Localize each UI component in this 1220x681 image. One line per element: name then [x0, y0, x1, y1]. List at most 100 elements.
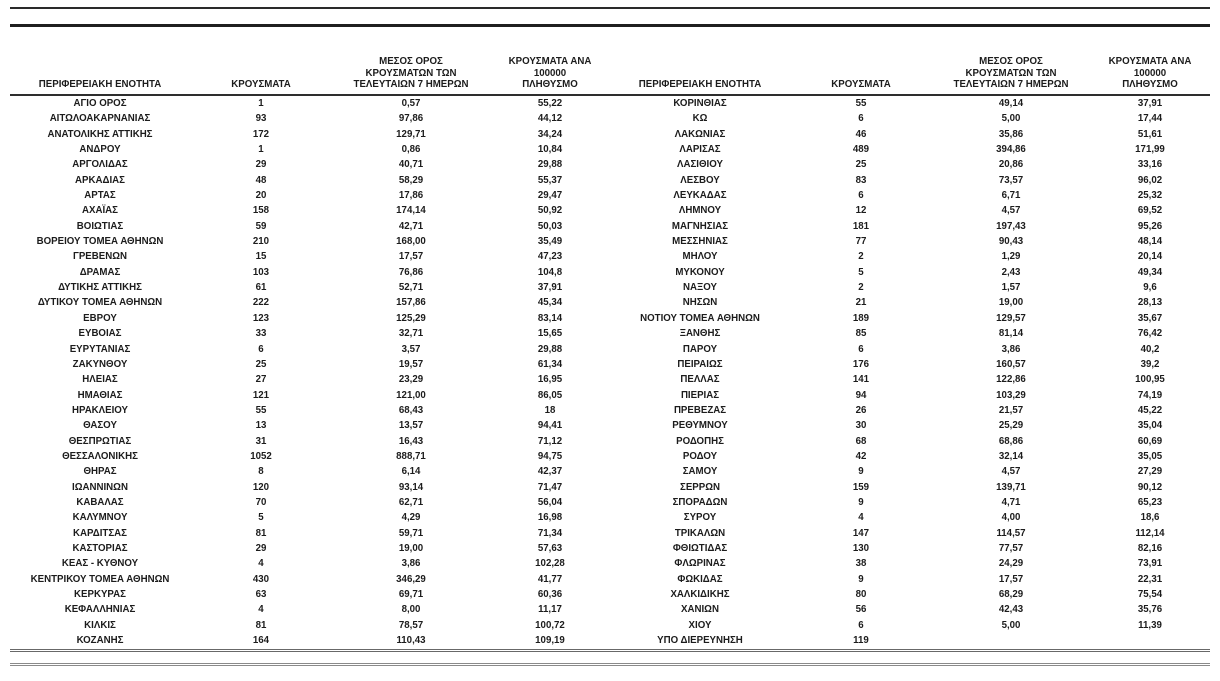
avg7-value: 32,71	[398, 328, 424, 340]
per100k-value: 56,04	[537, 496, 563, 508]
avg7-value: 6,14	[401, 466, 421, 478]
avg7-value: 20,86	[998, 159, 1024, 171]
region-cell: ΘΑΣΟΥ	[83, 420, 117, 432]
region-cell: ΧΑΝΙΩΝ	[681, 604, 719, 616]
avg7-value: 59,71	[398, 527, 424, 539]
region-cell: ΡΟΔΟΥ	[682, 450, 718, 462]
region-cell: ΑΡΚΑΔΙΑΣ	[75, 174, 125, 186]
top-divider-thick	[10, 24, 1210, 27]
column-header-avg7-right: ΜΕΣΟΣ ΟΡΟΣ ΚΡΟΥΣΜΑΤΩΝ ΤΩΝ ΤΕΛΕΥΤΑΙΩΝ 7 Η…	[932, 27, 1090, 96]
cases-value: 6	[858, 619, 864, 631]
table-row: ΕΒΡΟΥ 123 125,29 83,14 ΝΟΤΙΟΥ ΤΟΜΕΑ ΑΘΗΝΩΝ 18…	[10, 311, 1210, 326]
avg7-value: 25,29	[998, 420, 1024, 432]
cases-value: 2	[858, 282, 864, 294]
per100k-value: 35,49	[537, 236, 563, 248]
avg7-value: 129,57	[996, 312, 1026, 324]
cases-value: 120	[252, 481, 270, 493]
cases-value: 61	[255, 282, 267, 294]
per100k-value: 57,63	[537, 542, 563, 554]
cases-value: 81	[255, 619, 267, 631]
region-cell: ΡΕΘΥΜΝΟΥ	[672, 420, 728, 432]
table-row: ΘΕΣΣΑΛΟΝΙΚΗΣ 1052 888,71 94,75 ΡΟΔΟΥ 42 32,14 3…	[10, 449, 1210, 464]
per100k-value: 76,42	[1137, 328, 1163, 340]
cases-value: 222	[252, 297, 270, 309]
per100k-value: 60,36	[537, 589, 563, 600]
per100k-value: 71,12	[537, 435, 563, 447]
per100k-value: 55,37	[537, 174, 563, 186]
table-row: ΑΝΑΤΟΛΙΚΗΣ ΑΤΤΙΚΗΣ 172 129,71 34,24 ΛΑΚΩΝΙΑΣ…	[10, 127, 1210, 142]
region-cell: ΚΟΖΑΝΗΣ	[76, 635, 124, 647]
per100k-value: 44,12	[537, 113, 563, 125]
cases-value: 15	[255, 251, 267, 263]
column-header-avg7-left: ΜΕΣΟΣ ΟΡΟΣ ΚΡΟΥΣΜΑΤΩΝ ΤΩΝ ΤΕΛΕΥΤΑΙΩΝ 7 Η…	[332, 27, 490, 96]
avg7-value: 78,57	[398, 619, 424, 631]
region-cell: ΣΠΟΡΑΔΩΝ	[672, 496, 728, 508]
per100k-value: 73,91	[1137, 558, 1163, 570]
region-cell: ΘΗΡΑΣ	[83, 466, 117, 478]
table-row: ΚΟΖΑΝΗΣ 164 110,43 109,19 ΥΠΟ ΔΙΕΡΕΥΝΗΣΗ 119	[10, 633, 1210, 648]
per100k-value: 100,72	[535, 619, 565, 631]
table-row: ΚΕΡΚΥΡΑΣ 63 69,71 60,36 ΧΑΛΚΙΔΙΚΗΣ 80 68,29 75,…	[10, 587, 1210, 602]
avg7-value: 0,57	[401, 98, 421, 109]
avg7-value: 4,71	[1001, 496, 1021, 508]
per100k-value: 20,14	[1137, 251, 1163, 263]
avg7-value: 2,43	[1001, 266, 1021, 278]
per100k-value: 102,28	[535, 558, 565, 570]
cases-value: 176	[852, 358, 870, 370]
avg7-value: 16,43	[398, 435, 424, 447]
cases-value: 59	[255, 220, 267, 232]
region-cell: ΚΑΛΥΜΝΟΥ	[72, 512, 128, 524]
cases-value: 1	[258, 98, 264, 109]
table-row: ΑΙΤΩΛΟΑΚΑΡΝΑΝΙΑΣ 93 97,86 44,12 ΚΩ 6 5,00 17,44	[10, 111, 1210, 126]
cases-value: 68	[855, 435, 867, 447]
region-cell: ΦΛΩΡΙΝΑΣ	[674, 558, 726, 570]
cases-value: 9	[858, 466, 864, 478]
report-page: ΠΕΡΙΦΕΡΕΙΑΚΗ ΕΝΟΤΗΤΑ ΚΡΟΥΣΜΑΤΑ ΜΕΣΟΣ ΟΡΟ…	[10, 7, 1210, 667]
avg7-value: 42,43	[998, 604, 1024, 616]
per100k-value: 86,05	[537, 389, 563, 401]
table-row: ΔΡΑΜΑΣ 103 76,86 104,8 ΜΥΚΟΝΟΥ 5 2,43 49,34	[10, 265, 1210, 280]
per100k-value: 16,98	[537, 512, 563, 524]
table-row: ΙΩΑΝΝΙΝΩΝ 120 93,14 71,47 ΣΕΡΡΩΝ 159 139,71 90,…	[10, 480, 1210, 495]
table-row: ΒΟΙΩΤΙΑΣ 59 42,71 50,03 ΜΑΓΝΗΣΙΑΣ 181 197,43 95…	[10, 219, 1210, 234]
cases-value: 42	[855, 450, 867, 462]
per100k-value: 34,24	[537, 128, 563, 140]
cases-value: 13	[255, 420, 267, 432]
cases-value: 31	[255, 435, 267, 447]
region-cell: ΔΡΑΜΑΣ	[79, 266, 121, 278]
per100k-value: 39,2	[1140, 358, 1160, 370]
avg7-value: 114,57	[996, 527, 1026, 539]
per100k-value: 48,14	[1137, 236, 1163, 248]
region-cell: ΠΑΡΟΥ	[682, 343, 718, 355]
cases-value: 1052	[250, 450, 272, 462]
avg7-value: 93,14	[398, 481, 424, 493]
top-divider-thin	[10, 7, 1210, 9]
cases-value: 80	[855, 589, 867, 600]
region-cell: ΞΑΝΘΗΣ	[679, 328, 721, 340]
avg7-value: 32,14	[998, 450, 1024, 462]
table-row: ΕΥΡΥΤΑΝΙΑΣ 6 3,57 29,88 ΠΑΡΟΥ 6 3,86 40,2	[10, 342, 1210, 357]
region-cell: ΘΕΣΣΑΛΟΝΙΚΗΣ	[62, 450, 138, 462]
cases-value: 1	[258, 144, 264, 156]
cases-value: 30	[855, 420, 867, 432]
avg7-value: 5,00	[1001, 619, 1021, 631]
per100k-value: 104,8	[537, 266, 563, 278]
cases-value: 20	[255, 190, 267, 202]
per100k-value: 96,02	[1137, 174, 1163, 186]
per100k-value: 15,65	[537, 328, 563, 340]
avg7-value: 125,29	[396, 312, 426, 324]
column-header-cases-left: ΚΡΟΥΣΜΑΤΑ	[190, 27, 332, 96]
per100k-value: 18,6	[1140, 512, 1160, 524]
table-row: ΚΑΣΤΟΡΙΑΣ 29 19,00 57,63 ΦΘΙΩΤΙΔΑΣ 130 77,57 82…	[10, 541, 1210, 556]
cases-value: 85	[855, 328, 867, 340]
cases-value: 93	[255, 113, 267, 125]
region-cell: ΚΕΦΑΛΛΗΝΙΑΣ	[64, 604, 136, 616]
avg7-value: 6,71	[1001, 190, 1021, 202]
cases-value: 8	[258, 466, 264, 478]
table-row: ΑΓΙΟ ΟΡΟΣ 1 0,57 55,22 ΚΟΡΙΝΘΙΑΣ 55 49,14 37,91	[10, 95, 1210, 111]
cases-value: 6	[858, 113, 864, 125]
avg7-value: 197,43	[996, 220, 1026, 232]
cases-value: 83	[855, 174, 867, 186]
bottom-divider-2	[10, 663, 1210, 667]
table-row: ΘΕΣΠΡΩΤΙΑΣ 31 16,43 71,12 ΡΟΔΟΠΗΣ 68 68,86 60,6…	[10, 434, 1210, 449]
